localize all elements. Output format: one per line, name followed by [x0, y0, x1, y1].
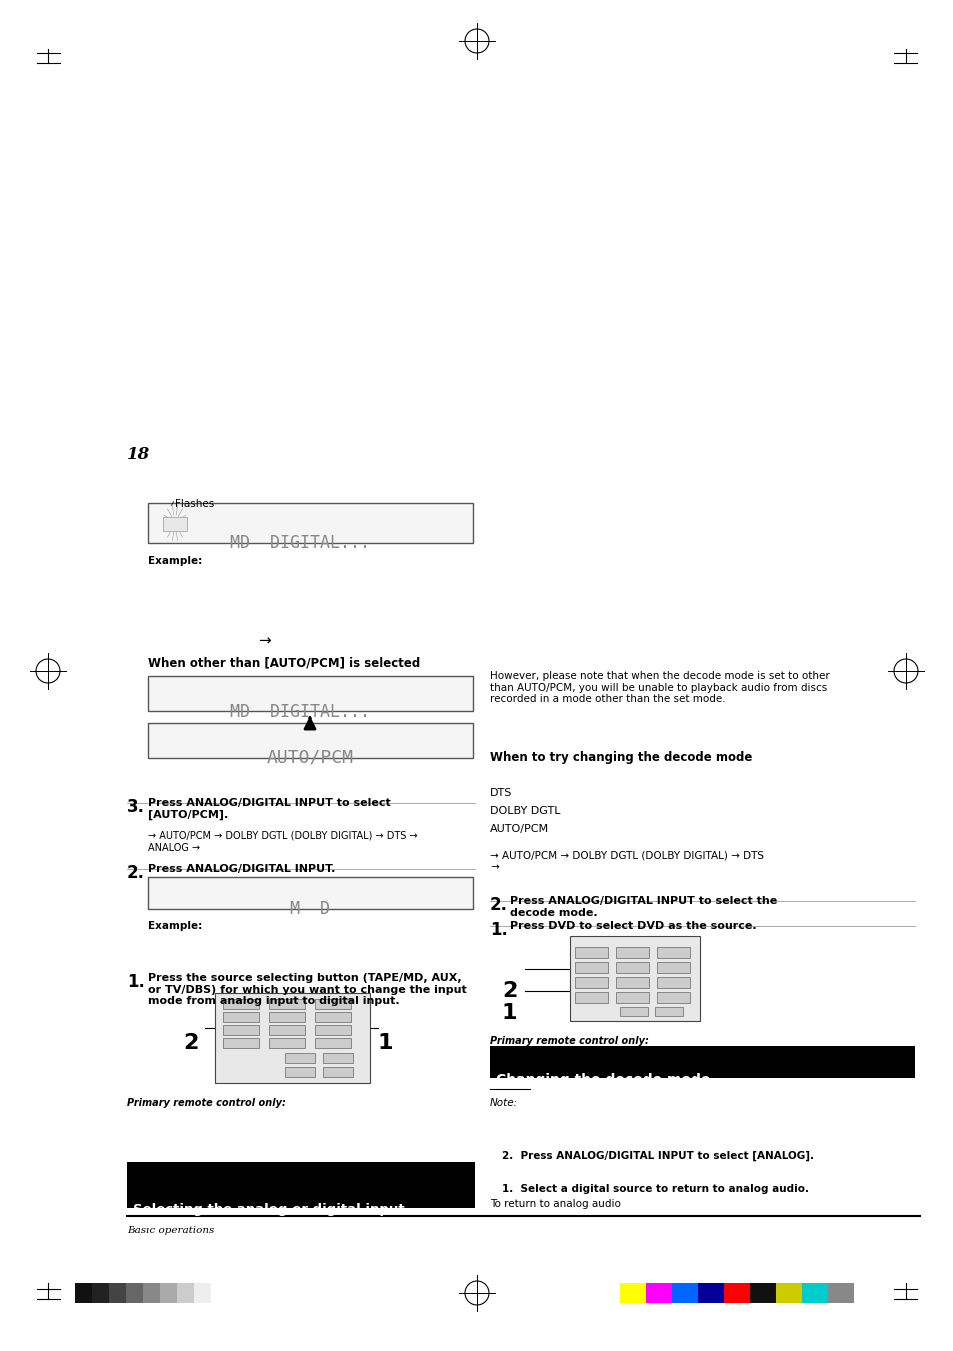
- Text: 2.: 2.: [490, 896, 507, 915]
- Bar: [163, 517, 187, 531]
- Bar: [314, 1025, 351, 1035]
- Text: 1.  Select a digital source to return to analog audio.: 1. Select a digital source to return to …: [501, 1183, 808, 1194]
- Text: Basic operations: Basic operations: [127, 1225, 214, 1235]
- Bar: [575, 962, 607, 973]
- Text: Primary remote control only:: Primary remote control only:: [490, 1036, 648, 1046]
- Bar: [148, 503, 473, 543]
- Bar: [490, 1046, 914, 1078]
- Text: 18: 18: [127, 446, 150, 463]
- Text: Changing the decode mode: Changing the decode mode: [496, 1073, 710, 1088]
- Bar: [801, 1283, 827, 1302]
- Text: To return to analog audio: To return to analog audio: [490, 1198, 620, 1209]
- Text: 3.: 3.: [127, 798, 145, 816]
- Text: →: →: [257, 634, 271, 648]
- Text: 1: 1: [377, 1034, 393, 1052]
- Bar: [177, 1283, 193, 1302]
- Text: Press ANALOG/DIGITAL INPUT to select the
decode mode.: Press ANALOG/DIGITAL INPUT to select the…: [510, 896, 777, 917]
- Bar: [616, 992, 648, 1002]
- Text: → AUTO/PCM → DOLBY DGTL (DOLBY DIGITAL) → DTS →
ANALOG →: → AUTO/PCM → DOLBY DGTL (DOLBY DIGITAL) …: [148, 831, 417, 852]
- Text: Note:: Note:: [490, 1098, 517, 1108]
- Text: Example:: Example:: [148, 557, 202, 566]
- Bar: [723, 1283, 749, 1302]
- Text: Press the source selecting button (TAPE/MD, AUX,
or TV/DBS) for which you want t: Press the source selecting button (TAPE/…: [148, 973, 466, 1006]
- Bar: [616, 962, 648, 973]
- Text: Selecting the analog or digital input
mode: Selecting the analog or digital input mo…: [132, 1202, 404, 1231]
- Bar: [645, 1283, 671, 1302]
- Bar: [269, 1012, 305, 1021]
- Bar: [148, 676, 473, 711]
- Bar: [148, 877, 473, 909]
- Bar: [655, 1006, 682, 1016]
- Text: M  D: M D: [290, 900, 330, 917]
- Bar: [827, 1283, 853, 1302]
- Bar: [323, 1067, 353, 1077]
- Bar: [749, 1283, 775, 1302]
- Bar: [616, 977, 648, 988]
- Bar: [223, 1025, 258, 1035]
- Bar: [314, 1012, 351, 1021]
- Bar: [575, 947, 607, 958]
- Text: 1.: 1.: [127, 973, 145, 992]
- Bar: [193, 1283, 211, 1302]
- Bar: [143, 1283, 160, 1302]
- Text: 1.: 1.: [490, 921, 507, 939]
- Bar: [126, 1283, 143, 1302]
- Bar: [657, 962, 689, 973]
- Text: Press DVD to select DVD as the source.: Press DVD to select DVD as the source.: [510, 921, 756, 931]
- Bar: [314, 1038, 351, 1048]
- Bar: [575, 992, 607, 1002]
- Text: AUTO/PCM: AUTO/PCM: [490, 824, 549, 834]
- Text: Press ANALOG/DIGITAL INPUT to select
[AUTO/PCM].: Press ANALOG/DIGITAL INPUT to select [AU…: [148, 798, 391, 820]
- Text: When to try changing the decode mode: When to try changing the decode mode: [490, 751, 752, 765]
- Bar: [75, 1283, 91, 1302]
- Text: Primary remote control only:: Primary remote control only:: [127, 1098, 286, 1108]
- Bar: [160, 1283, 177, 1302]
- Bar: [269, 998, 305, 1009]
- Bar: [323, 1052, 353, 1063]
- Bar: [285, 1052, 314, 1063]
- Bar: [223, 1038, 258, 1048]
- Bar: [314, 998, 351, 1009]
- Bar: [698, 1283, 723, 1302]
- Bar: [671, 1283, 698, 1302]
- Bar: [616, 947, 648, 958]
- Bar: [657, 977, 689, 988]
- Bar: [214, 993, 370, 1084]
- Bar: [269, 1025, 305, 1035]
- Bar: [775, 1283, 801, 1302]
- Bar: [575, 977, 607, 988]
- Text: 1: 1: [501, 1002, 517, 1023]
- Text: 2.  Press ANALOG/DIGITAL INPUT to select [ANALOG].: 2. Press ANALOG/DIGITAL INPUT to select …: [501, 1151, 813, 1162]
- Text: 2: 2: [183, 1034, 198, 1052]
- Text: MD  DIGITAL...: MD DIGITAL...: [230, 534, 370, 553]
- Bar: [148, 723, 473, 758]
- Bar: [657, 992, 689, 1002]
- Bar: [91, 1283, 109, 1302]
- Text: 2.: 2.: [127, 865, 145, 882]
- Text: Example:: Example:: [148, 921, 202, 931]
- Text: However, please note that when the decode mode is set to other
than AUTO/PCM, yo: However, please note that when the decod…: [490, 671, 829, 704]
- Bar: [223, 998, 258, 1009]
- Text: DTS: DTS: [490, 788, 512, 798]
- Text: → AUTO/PCM → DOLBY DGTL (DOLBY DIGITAL) → DTS
→: → AUTO/PCM → DOLBY DGTL (DOLBY DIGITAL) …: [490, 851, 763, 873]
- Bar: [127, 1162, 475, 1208]
- Text: Flashes: Flashes: [174, 499, 214, 509]
- Bar: [619, 1283, 645, 1302]
- Bar: [569, 936, 700, 1021]
- Bar: [109, 1283, 126, 1302]
- Text: MD  DIGITAL...: MD DIGITAL...: [230, 703, 370, 721]
- Bar: [657, 947, 689, 958]
- Bar: [285, 1067, 314, 1077]
- Text: DOLBY DGTL: DOLBY DGTL: [490, 807, 560, 816]
- Bar: [223, 1012, 258, 1021]
- Text: When other than [AUTO/PCM] is selected: When other than [AUTO/PCM] is selected: [148, 657, 420, 669]
- Bar: [269, 1038, 305, 1048]
- Text: Press ANALOG/DIGITAL INPUT.: Press ANALOG/DIGITAL INPUT.: [148, 865, 335, 874]
- Text: 2: 2: [501, 981, 517, 1001]
- Bar: [619, 1006, 647, 1016]
- Text: AUTO/PCM: AUTO/PCM: [266, 748, 354, 767]
